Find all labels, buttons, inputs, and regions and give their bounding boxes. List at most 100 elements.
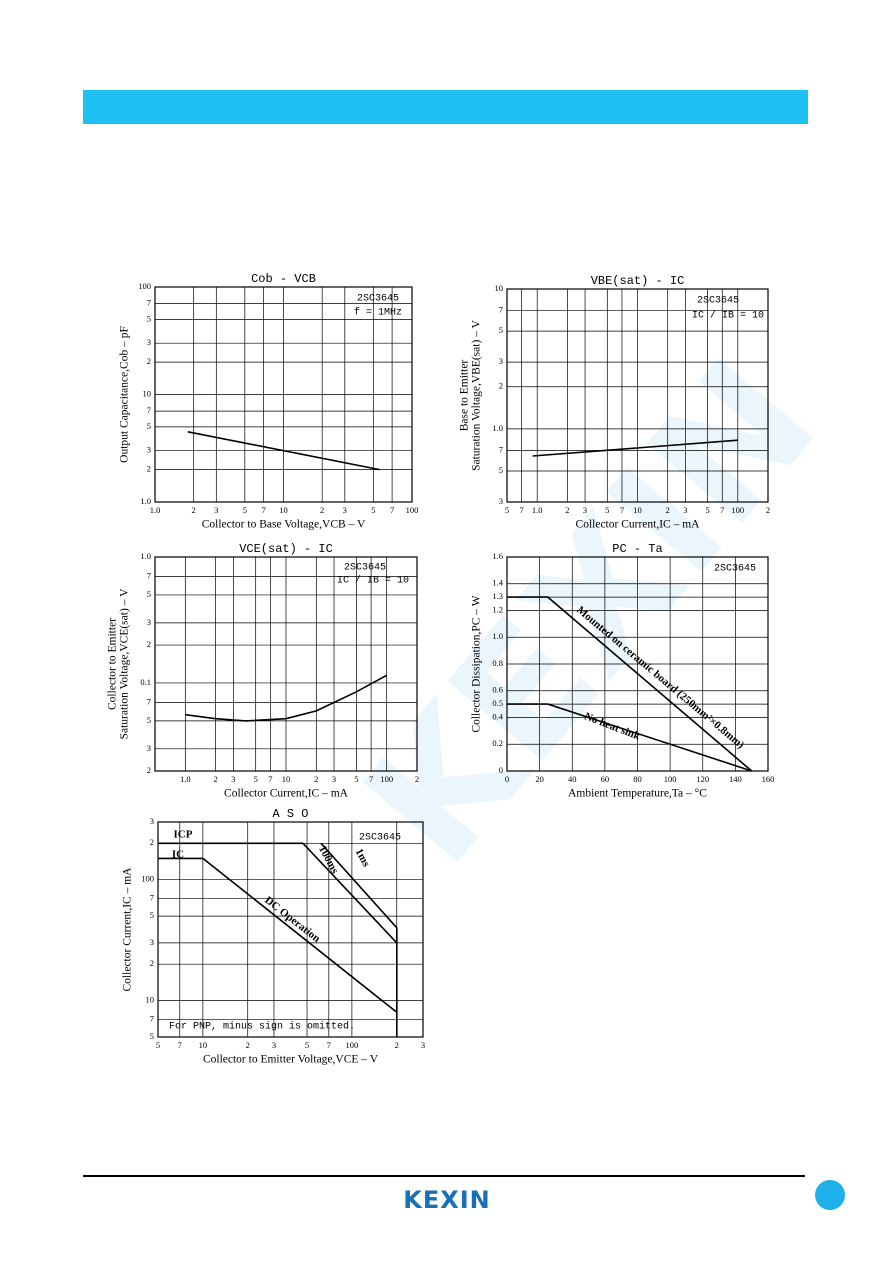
annotation: f = 1MHz <box>354 307 402 319</box>
y-tick-label: 5 <box>147 313 151 323</box>
x-tick-label: 1.0 <box>532 505 543 515</box>
series-label: DC Operation <box>262 894 322 945</box>
y-tick-label: 100 <box>141 874 154 884</box>
y-tick-label: 3 <box>150 937 154 947</box>
x-tick-label: 3 <box>272 1040 276 1050</box>
y-tick-label: 3 <box>147 337 151 347</box>
x-tick-label: 3 <box>343 505 347 515</box>
y-tick-label: 0.8 <box>492 658 503 668</box>
x-tick-label: 100 <box>664 774 677 784</box>
data-line <box>187 431 380 471</box>
data-line <box>185 674 388 722</box>
y-tick-label: 1.0 <box>140 551 151 561</box>
x-axis-label: Collector to Emitter Voltage,VCE – V <box>203 1054 379 1066</box>
x-tick-label: 3 <box>332 774 336 784</box>
data-line <box>320 842 398 929</box>
x-tick-label: 100 <box>346 1040 359 1050</box>
y-tick-label: 5 <box>150 910 154 920</box>
x-tick-label: 120 <box>696 774 709 784</box>
y-tick-label: 2 <box>147 464 151 474</box>
y-tick-label: 5 <box>147 421 151 431</box>
x-axis-label: Collector Current,IC – mA <box>224 788 349 800</box>
annotation: 2SC3645 <box>357 294 399 305</box>
y-axis-label: Base to Emitter <box>459 360 471 432</box>
x-tick-label: 7 <box>520 505 524 515</box>
chart-title: A S O <box>272 807 308 821</box>
x-tick-label: 3 <box>683 505 687 515</box>
x-tick-label: 5 <box>505 505 509 515</box>
x-tick-label: 100 <box>406 505 419 515</box>
y-tick-label: 2 <box>147 765 151 775</box>
annotation: 2SC3645 <box>714 564 756 575</box>
data-line <box>202 857 398 1013</box>
x-tick-label: 3 <box>583 505 587 515</box>
series-label: IC <box>172 849 184 861</box>
y-tick-label: 10 <box>143 388 152 398</box>
x-tick-label: 2 <box>320 505 324 515</box>
y-tick-label: 1.4 <box>492 578 503 588</box>
y-tick-label: 2 <box>499 381 503 391</box>
y-tick-label: 10 <box>146 995 155 1005</box>
x-tick-label: 3 <box>214 505 218 515</box>
x-tick-label: 5 <box>305 1040 309 1050</box>
y-tick-label: 0.4 <box>492 711 503 721</box>
footer-logo: KEXIN <box>403 1186 491 1214</box>
page-badge <box>815 1180 845 1210</box>
x-tick-label: 7 <box>327 1040 331 1050</box>
x-tick-label: 2 <box>246 1040 250 1050</box>
y-tick-label: 7 <box>499 444 503 454</box>
annotation: IC / IB = 10 <box>337 575 409 587</box>
x-tick-label: 7 <box>369 774 373 784</box>
x-tick-label: 160 <box>762 774 775 784</box>
y-axis-label: Collector Dissipation,PC – W <box>471 595 483 732</box>
x-tick-label: 5 <box>254 774 258 784</box>
x-tick-label: 60 <box>601 774 610 784</box>
x-tick-label: 5 <box>156 1040 160 1050</box>
y-tick-label: 5 <box>499 325 503 335</box>
annotation: 2SC3645 <box>344 563 386 574</box>
x-tick-label: 7 <box>620 505 624 515</box>
x-tick-label: 10 <box>279 505 288 515</box>
chart-title: VBE(sat) - IC <box>591 274 685 288</box>
y-tick-label: 0 <box>499 765 503 775</box>
x-tick-label: 2 <box>213 774 217 784</box>
x-tick-label: 140 <box>729 774 742 784</box>
y-tick-label: 5 <box>499 465 503 475</box>
y-tick-label: 7 <box>150 892 154 902</box>
y-tick-label: 1.3 <box>492 591 503 601</box>
y-tick-label: 5 <box>147 715 151 725</box>
y-axis-label: Collector Current,IC – mA <box>122 867 134 992</box>
y-tick-label: 5 <box>147 589 151 599</box>
x-axis-label: Collector Current,IC – mA <box>576 519 701 531</box>
x-tick-label: 2 <box>395 1040 399 1050</box>
x-tick-label: 20 <box>535 774 544 784</box>
series-label: 1ms <box>353 847 373 870</box>
header-bar <box>83 90 808 124</box>
x-tick-label: 1.0 <box>150 505 161 515</box>
y-tick-label: 7 <box>147 570 151 580</box>
x-tick-label: 2 <box>766 505 770 515</box>
y-tick-label: 10 <box>495 283 504 293</box>
y-tick-label: 1.6 <box>492 551 503 561</box>
series-label: ICP <box>174 829 193 841</box>
y-tick-label: 7 <box>499 305 503 315</box>
chart-title: VCE(sat) - IC <box>239 542 333 556</box>
y-tick-label: 1.0 <box>492 631 503 641</box>
y-tick-label: 0.2 <box>492 738 503 748</box>
y-tick-label: 3 <box>150 816 154 826</box>
y-tick-label: 2 <box>150 837 154 847</box>
x-tick-label: 1.0 <box>180 774 191 784</box>
y-axis-label: Output Capacitance,Cob – pF <box>119 326 131 463</box>
data-line <box>302 842 398 944</box>
x-tick-label: 2 <box>192 505 196 515</box>
y-tick-label: 7 <box>147 405 151 415</box>
y-axis-label: Saturation Voltage,VBE(sat) – V <box>471 319 483 470</box>
annotation: IC / IB = 10 <box>692 310 764 322</box>
x-tick-label: 100 <box>380 774 393 784</box>
y-tick-label: 1.0 <box>140 496 151 506</box>
x-tick-label: 3 <box>421 1040 425 1050</box>
y-tick-label: 3 <box>499 496 503 506</box>
data-line <box>532 439 738 457</box>
